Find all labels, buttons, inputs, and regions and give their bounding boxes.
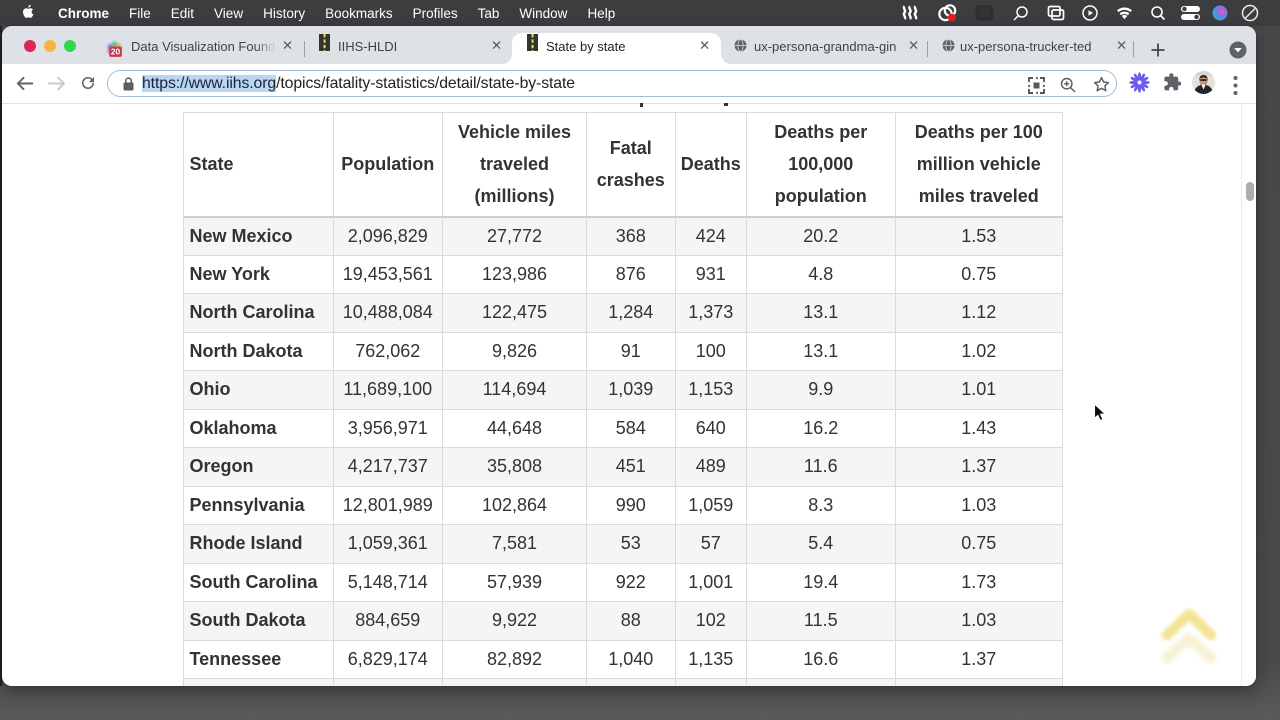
- svg-text:20: 20: [111, 46, 121, 56]
